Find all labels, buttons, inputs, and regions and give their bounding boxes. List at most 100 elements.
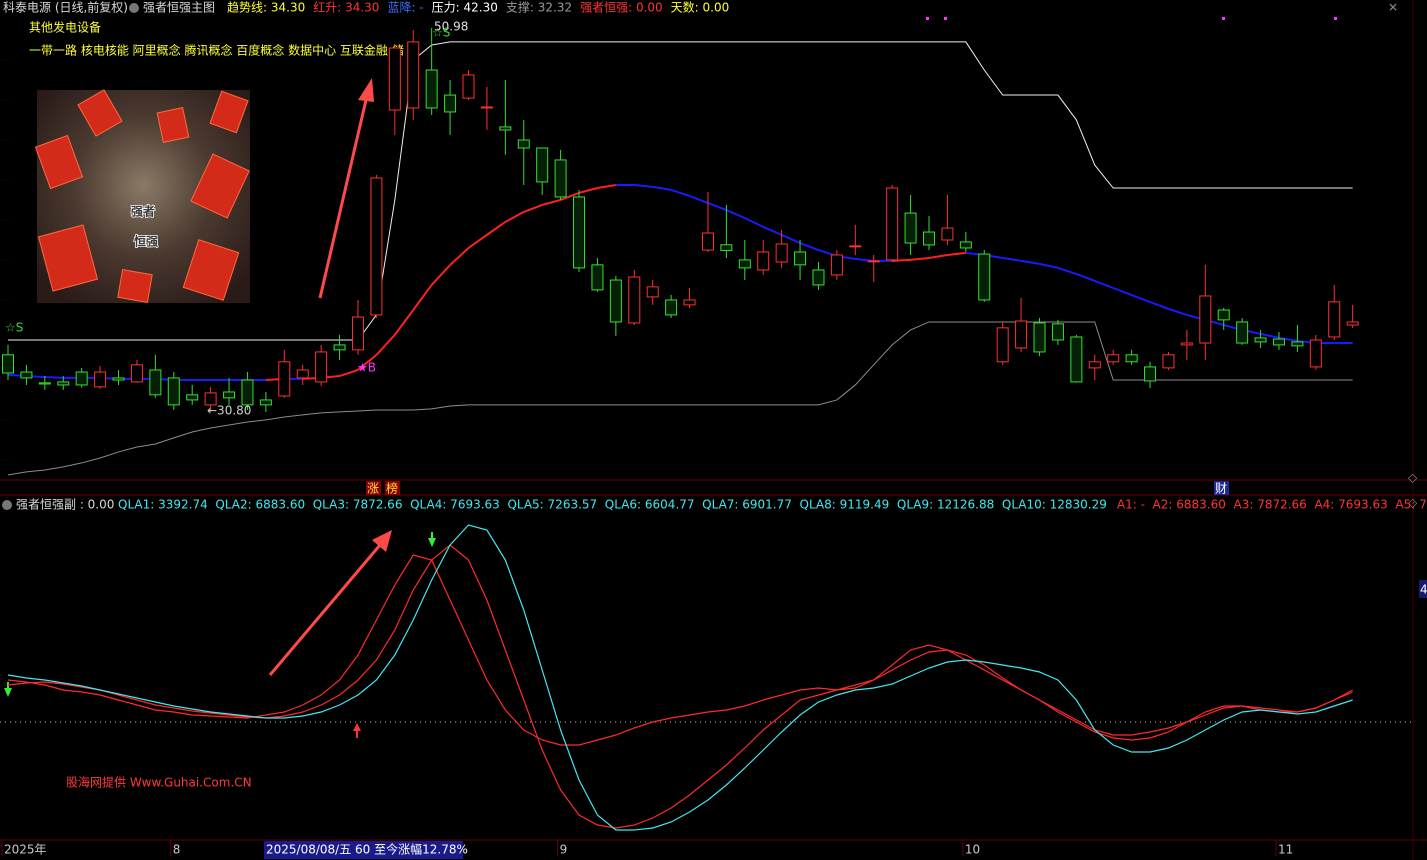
candle-body [978, 253, 991, 301]
trend-line [597, 183, 617, 190]
candle-body [1051, 323, 1064, 341]
candle-body [923, 231, 935, 246]
candle-body [1272, 338, 1285, 346]
a-values: A1: - A2: 6883.60 A3: 7872.66 A4: 7693.6… [1117, 498, 1427, 512]
trend-line [928, 254, 948, 260]
candle-body [1125, 354, 1138, 363]
candle-body [223, 391, 236, 399]
badge-bg[interactable] [366, 481, 381, 495]
candle-body [628, 276, 641, 324]
expand-icon[interactable]: ◇ [1408, 471, 1418, 485]
trend-line [1278, 336, 1298, 342]
trend-line [541, 199, 561, 206]
trend-line [1020, 259, 1040, 265]
trend-line [670, 188, 690, 197]
trend-line [947, 251, 966, 256]
trend-line [1260, 332, 1280, 339]
candle-body [1162, 354, 1175, 369]
candle-body [130, 364, 143, 383]
image-text: 强者 [131, 204, 155, 219]
candle-body [75, 371, 88, 386]
badge[interactable]: 榜 [386, 481, 398, 496]
candle-body [1015, 320, 1028, 349]
candle-body [849, 245, 862, 248]
candle-body [388, 47, 401, 111]
candle-body [2, 354, 14, 374]
x-tick-label: 2025年 [4, 843, 47, 857]
badge-bg[interactable] [1214, 481, 1229, 495]
industry: 其他发电设备 [29, 20, 101, 35]
candle-body [241, 379, 254, 406]
promo-image: 强者 恒强 [34, 89, 250, 303]
candle-body [38, 382, 51, 385]
trend-line [449, 247, 470, 266]
menu-icon[interactable] [129, 3, 139, 13]
trend-line [44, 375, 64, 379]
trend-line [412, 284, 433, 311]
candle-body [480, 106, 493, 109]
oscillator-line [7, 524, 1353, 831]
candle-body [296, 369, 309, 379]
trend-line [504, 211, 525, 223]
candle-body [1180, 342, 1193, 346]
trend-line [707, 202, 727, 211]
candle-body [462, 74, 475, 99]
candle-body [1217, 309, 1230, 321]
signal-dots [926, 17, 1337, 20]
candle-body [536, 147, 549, 183]
candle-body [554, 159, 567, 198]
trend-line [744, 217, 764, 228]
candle-body [1346, 321, 1359, 326]
candle-body [904, 212, 917, 244]
candle-body [517, 139, 530, 149]
candle-body [186, 394, 199, 401]
expand-icon[interactable]: ◇ [1408, 496, 1418, 510]
trend-line [430, 264, 451, 286]
arrow [268, 78, 392, 676]
header-item: 蓝降: - [387, 1, 423, 15]
header-item: 压力: 42.30 [432, 1, 498, 15]
badge[interactable]: 涨 [367, 481, 379, 496]
trend-line [394, 309, 415, 336]
candle-body [1291, 341, 1304, 347]
trend-line [781, 233, 801, 244]
candle-body [1254, 337, 1267, 343]
trend-line [689, 195, 709, 204]
candle-body [112, 377, 125, 381]
candle-body [315, 351, 328, 383]
candle-body [830, 254, 843, 276]
candle-body [757, 251, 770, 271]
candle-body [1107, 354, 1120, 363]
candle-body [665, 299, 678, 316]
candle-body [57, 381, 70, 386]
qla-values: QLA1: 3392.74 QLA2: 6883.60 QLA3: 7872.6… [118, 498, 1107, 512]
trend-line [1131, 294, 1151, 303]
annotation: ☆S [5, 321, 23, 335]
trend-line [1112, 287, 1132, 296]
candle-body [351, 316, 364, 351]
trend-line [1002, 257, 1022, 262]
trend-line [560, 192, 580, 201]
candle-body [333, 344, 346, 351]
close-icon[interactable]: ✕ [1388, 1, 1398, 15]
trend-line [467, 234, 488, 249]
main-chart [0, 27, 1359, 476]
signal-arrows [4, 532, 436, 738]
trend-line [375, 334, 396, 356]
menu-icon[interactable] [2, 500, 12, 510]
trend-line [339, 369, 359, 377]
trend-line [1057, 266, 1077, 275]
band-line [7, 321, 1353, 476]
badge[interactable]: 财 [1215, 482, 1227, 496]
trend-line [357, 354, 378, 371]
trend-line [799, 242, 819, 251]
candle-body [1309, 339, 1322, 368]
trend-line [578, 187, 598, 194]
indicator-name: 强者恒强主图 [143, 1, 215, 15]
header-item: 天数: 0.00 [671, 0, 730, 15]
trend-line [486, 221, 506, 236]
candle-body [149, 369, 162, 396]
cursor-label: 2025/08/08/五 60 至今涨幅12.78% [266, 842, 468, 857]
badge-bg[interactable] [385, 481, 400, 495]
